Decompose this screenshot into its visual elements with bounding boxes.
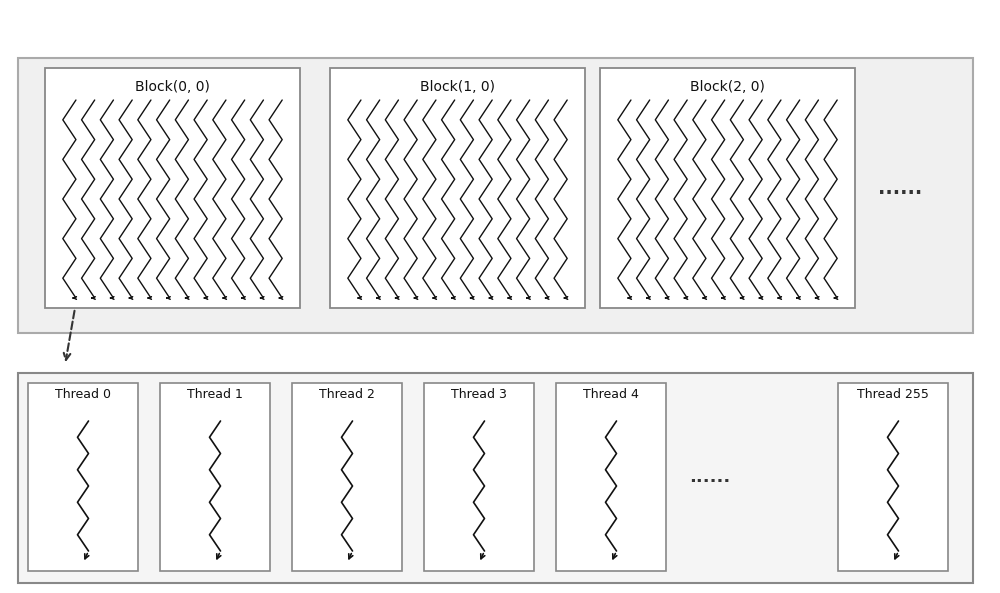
FancyBboxPatch shape [556, 383, 666, 571]
Text: Block(0, 0): Block(0, 0) [135, 80, 210, 94]
FancyBboxPatch shape [600, 68, 855, 308]
Text: Thread 1: Thread 1 [187, 388, 243, 401]
FancyBboxPatch shape [160, 383, 270, 571]
Text: Thread 2: Thread 2 [319, 388, 375, 401]
FancyBboxPatch shape [45, 68, 300, 308]
Text: ......: ...... [689, 468, 731, 486]
Text: Block(2, 0): Block(2, 0) [690, 80, 765, 94]
Text: ......: ...... [878, 178, 922, 197]
FancyBboxPatch shape [18, 373, 973, 583]
Text: Thread 255: Thread 255 [857, 388, 929, 401]
Text: Thread 3: Thread 3 [451, 388, 507, 401]
FancyBboxPatch shape [424, 383, 534, 571]
FancyBboxPatch shape [18, 58, 973, 333]
Text: Block(1, 0): Block(1, 0) [420, 80, 495, 94]
FancyBboxPatch shape [292, 383, 402, 571]
FancyBboxPatch shape [330, 68, 585, 308]
Text: Thread 0: Thread 0 [55, 388, 111, 401]
FancyBboxPatch shape [28, 383, 138, 571]
FancyBboxPatch shape [838, 383, 948, 571]
Text: Thread 4: Thread 4 [583, 388, 639, 401]
